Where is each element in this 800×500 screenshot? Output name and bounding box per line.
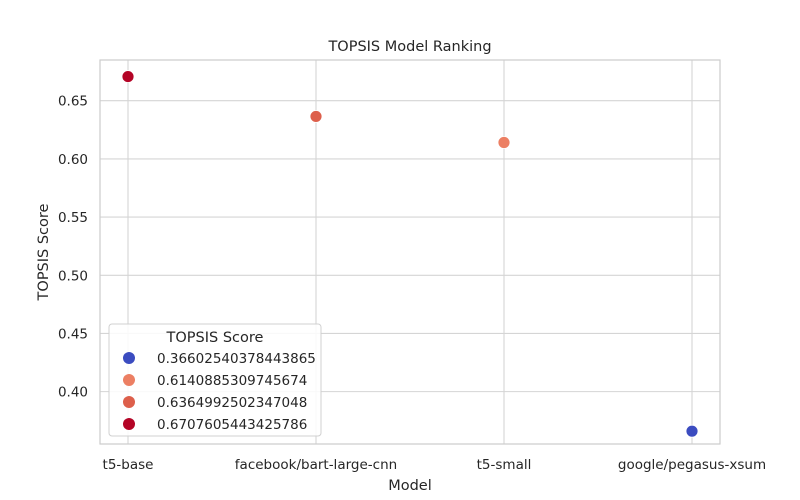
x-tick-label: google/pegasus-xsum [618, 457, 766, 473]
y-tick-label: 0.50 [58, 268, 88, 284]
y-tick-label: 0.65 [58, 94, 88, 110]
legend-title: TOPSIS Score [166, 330, 264, 346]
data-point [685, 424, 699, 438]
x-axis-label: Model [388, 478, 432, 494]
legend-entries: 0.36602540378443865 0.6140885309745674 0.6… [123, 351, 316, 433]
grid [100, 60, 720, 444]
legend-marker [123, 352, 135, 364]
y-axis-label: TOPSIS Score [36, 203, 52, 301]
data-points [121, 70, 699, 438]
chart-title: TOPSIS Model Ranking [327, 39, 491, 55]
plot-frame [99, 59, 721, 445]
legend-label: 0.6364992502347048 [157, 395, 307, 411]
y-tick-labels: 0.40 0.45 0.50 0.55 0.60 0.65 [58, 94, 88, 401]
legend-frame [108, 323, 322, 437]
legend-marker [123, 374, 135, 386]
y-tick-label: 0.60 [58, 152, 88, 168]
x-tick-labels: t5-base facebook/bart-large-cnn t5-small go… [103, 457, 767, 473]
x-tick-label: t5-small [477, 457, 532, 473]
y-tick-label: 0.45 [58, 326, 88, 342]
x-tick-label: facebook/bart-large-cnn [235, 457, 397, 473]
legend-marker [123, 418, 135, 430]
data-point [497, 136, 511, 149]
data-point [309, 110, 323, 123]
legend-label: 0.36602540378443865 [157, 351, 316, 367]
y-tick-label: 0.40 [58, 385, 88, 401]
legend-label: 0.6140885309745674 [157, 373, 307, 389]
legend-marker [123, 396, 135, 408]
y-tick-label: 0.55 [58, 210, 88, 226]
legend: TOPSIS Score 0.36602540378443865 0.614088… [108, 323, 322, 437]
data-point [121, 70, 135, 83]
legend-label: 0.6707605443425786 [157, 417, 307, 433]
x-tick-label: t5-base [103, 457, 154, 473]
